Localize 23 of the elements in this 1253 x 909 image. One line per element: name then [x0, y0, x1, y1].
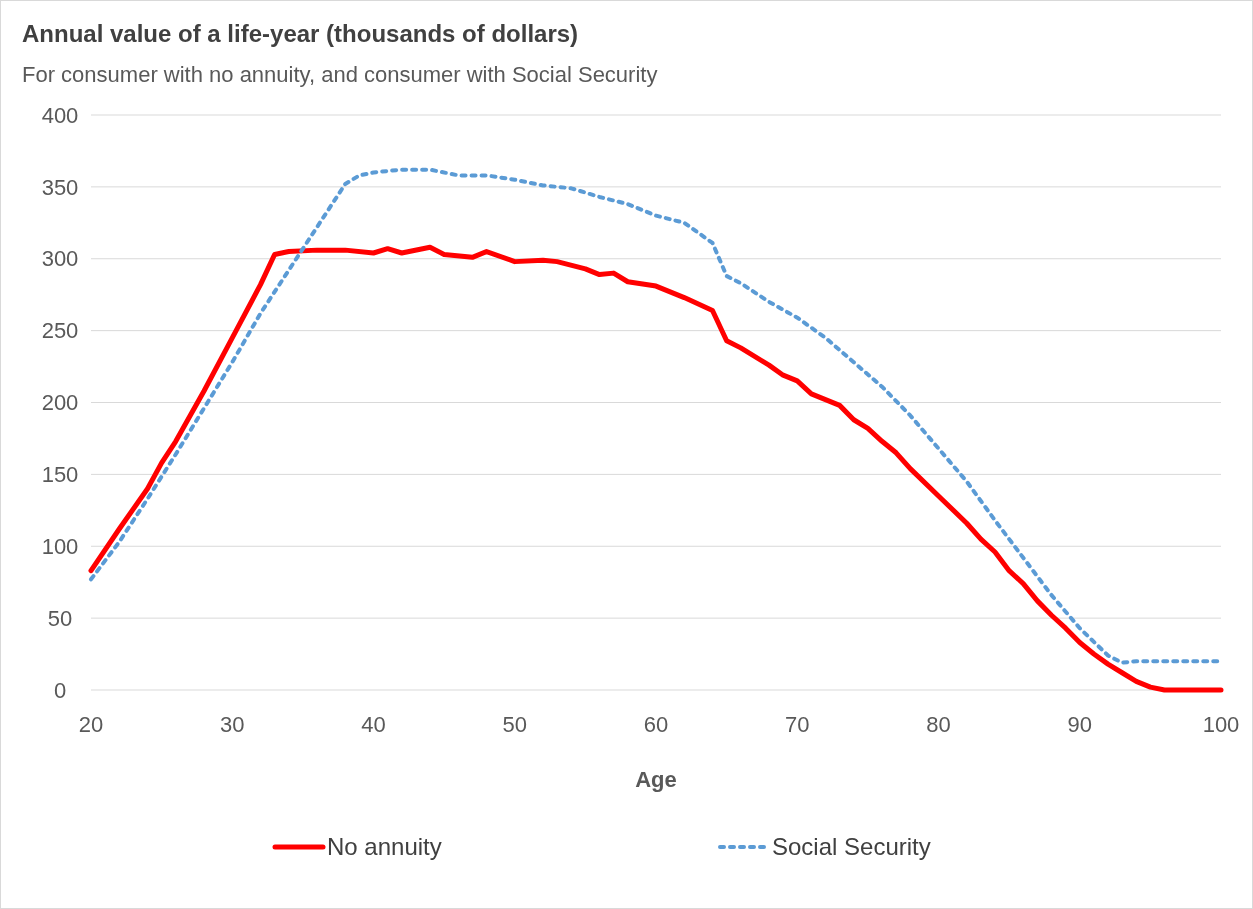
y-tick-label: 250 — [41, 318, 79, 344]
y-tick-label: 400 — [41, 102, 79, 128]
x-tick-label: 100 — [1202, 712, 1240, 737]
x-tick-label: 20 — [78, 712, 104, 737]
chart-title: Annual value of a life-year (thousands of dollars) — [22, 20, 579, 47]
x-axis-title: Age — [635, 767, 677, 792]
x-tick-label: 90 — [1067, 712, 1092, 737]
chart-subtitle: For consumer with no annuity, and consumer with Social Security — [22, 62, 658, 87]
y-tick-label: 100 — [41, 533, 79, 559]
x-tick-label: 70 — [785, 712, 810, 737]
x-tick-label: 80 — [926, 712, 951, 737]
x-tick-label: 60 — [643, 712, 669, 737]
y-tick-label: 0 — [53, 677, 67, 703]
legend-label: No annuity — [327, 833, 442, 861]
y-tick-label: 350 — [41, 174, 79, 200]
y-tick-label: 300 — [41, 246, 79, 272]
y-tick-label: 200 — [41, 390, 79, 416]
y-tick-label: 50 — [47, 605, 73, 631]
x-tick-label: 30 — [220, 712, 245, 737]
y-tick-label: 150 — [41, 462, 79, 488]
x-tick-label: 50 — [502, 712, 527, 737]
x-tick-label: 40 — [361, 712, 386, 737]
legend-label: Social Security — [772, 833, 931, 861]
